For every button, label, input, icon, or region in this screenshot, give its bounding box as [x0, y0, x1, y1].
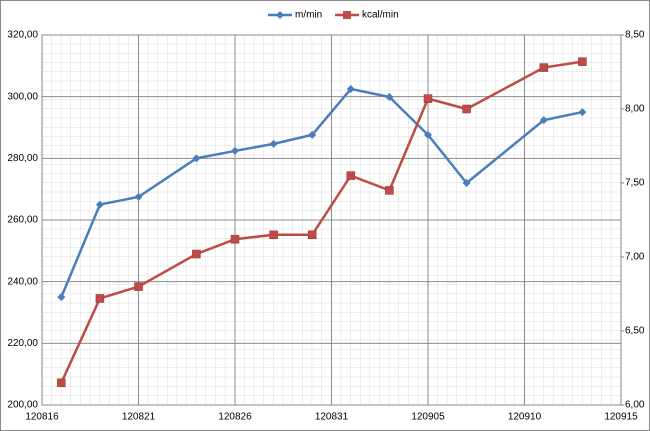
- marker: [346, 171, 356, 180]
- marker: [269, 230, 278, 240]
- marker: [192, 249, 201, 259]
- plot-border: [41, 34, 622, 406]
- marker: [346, 84, 355, 93]
- marker: [134, 192, 143, 201]
- x-tick-label: 120816: [25, 412, 59, 423]
- marker: [269, 139, 278, 148]
- legend-label: kcal/min: [362, 10, 399, 21]
- marker: [308, 130, 317, 139]
- marker: [57, 293, 66, 302]
- marker: [385, 92, 394, 101]
- y2-tick-label: 8,50: [625, 30, 645, 41]
- y-tick-label: 200,00: [7, 400, 38, 411]
- y2-tick-label: 8,00: [625, 104, 645, 115]
- marker: [307, 230, 317, 240]
- legend-marker: [276, 11, 284, 19]
- marker: [539, 63, 549, 72]
- marker: [539, 116, 548, 125]
- x-tick-label: 120831: [315, 412, 349, 423]
- y2-tick-label: 7,00: [625, 252, 645, 263]
- y2-tick-label: 7,50: [625, 178, 645, 189]
- y-tick-label: 280,00: [7, 153, 38, 164]
- y2-tick-label: 6,00: [625, 400, 645, 411]
- y-tick-label: 260,00: [7, 215, 38, 226]
- y-tick-label: 300,00: [7, 91, 38, 102]
- marker: [95, 200, 104, 209]
- legend-label: m/min: [295, 10, 322, 21]
- marker: [423, 94, 433, 103]
- marker: [385, 186, 394, 195]
- marker: [192, 154, 201, 163]
- x-tick-label: 120821: [122, 412, 156, 423]
- marker: [462, 104, 471, 114]
- marker: [57, 378, 66, 388]
- y-tick-label: 320,00: [7, 30, 38, 41]
- y-tick-label: 220,00: [7, 338, 38, 349]
- legend-marker: [343, 11, 351, 19]
- marker: [95, 294, 105, 303]
- marker: [424, 130, 432, 139]
- x-tick-label: 120910: [508, 412, 542, 423]
- marker: [462, 179, 471, 187]
- marker: [231, 146, 239, 155]
- y2-tick-label: 6,50: [625, 326, 645, 337]
- x-tick-label: 120905: [411, 412, 445, 423]
- marker: [578, 108, 587, 117]
- marker: [230, 234, 240, 244]
- x-tick-label: 120826: [218, 412, 252, 423]
- marker: [134, 282, 143, 291]
- marker: [578, 57, 587, 66]
- x-tick-label: 120915: [604, 412, 638, 423]
- y-tick-label: 240,00: [7, 276, 38, 287]
